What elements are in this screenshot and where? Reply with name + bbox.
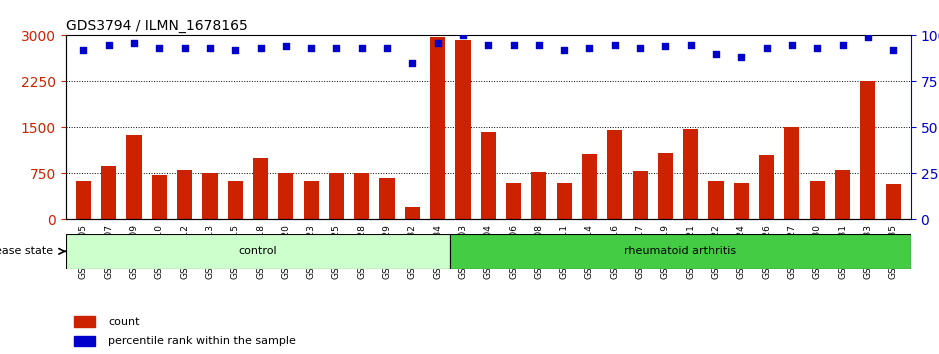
Bar: [835, 170, 850, 219]
Point: [278, 44, 293, 49]
Point: [658, 44, 673, 49]
Point: [329, 45, 344, 51]
FancyBboxPatch shape: [66, 234, 450, 269]
Text: control: control: [239, 246, 277, 256]
Text: rheumatoid arthritis: rheumatoid arthritis: [624, 246, 736, 256]
Point: [127, 40, 142, 46]
Point: [608, 42, 623, 47]
Point: [405, 60, 420, 66]
Text: count: count: [108, 317, 140, 327]
Point: [709, 51, 724, 57]
Bar: [101, 166, 116, 219]
Bar: [733, 183, 749, 219]
Bar: [203, 173, 218, 219]
Bar: [506, 183, 521, 219]
Point: [455, 33, 470, 38]
Bar: [405, 207, 420, 219]
Bar: [253, 158, 269, 219]
Bar: [379, 178, 394, 219]
Point: [784, 42, 799, 47]
Point: [253, 45, 268, 51]
Point: [152, 45, 167, 51]
Point: [885, 47, 901, 53]
Bar: [633, 171, 648, 219]
Point: [582, 45, 597, 51]
Point: [531, 42, 546, 47]
Point: [733, 55, 748, 60]
Bar: [809, 182, 824, 219]
Point: [557, 47, 572, 53]
Point: [379, 45, 394, 51]
Bar: [329, 173, 344, 219]
Bar: [759, 155, 774, 219]
Bar: [885, 184, 901, 219]
Point: [203, 45, 218, 51]
Bar: [74, 336, 96, 346]
Text: percentile rank within the sample: percentile rank within the sample: [108, 336, 296, 346]
Bar: [608, 130, 623, 219]
Bar: [354, 173, 369, 219]
Point: [506, 42, 521, 47]
Bar: [152, 175, 167, 219]
Point: [684, 42, 699, 47]
Bar: [303, 182, 318, 219]
Point: [76, 47, 91, 53]
Bar: [531, 172, 546, 219]
Bar: [557, 183, 572, 219]
Point: [303, 45, 318, 51]
Bar: [658, 153, 673, 219]
Bar: [683, 129, 699, 219]
Bar: [278, 173, 294, 219]
Point: [430, 40, 445, 46]
Text: disease state: disease state: [0, 246, 53, 256]
Point: [759, 45, 774, 51]
Bar: [177, 170, 192, 219]
Point: [633, 45, 648, 51]
Point: [354, 45, 369, 51]
Point: [228, 47, 243, 53]
Bar: [74, 316, 96, 327]
Point: [101, 42, 116, 47]
Point: [177, 45, 192, 51]
Point: [835, 42, 850, 47]
Bar: [481, 132, 496, 219]
Bar: [784, 127, 799, 219]
Bar: [76, 182, 91, 219]
Bar: [455, 40, 470, 219]
Point: [809, 45, 824, 51]
Bar: [227, 182, 243, 219]
Bar: [708, 182, 724, 219]
Bar: [127, 135, 142, 219]
Bar: [860, 81, 875, 219]
Text: GDS3794 / ILMN_1678165: GDS3794 / ILMN_1678165: [66, 19, 248, 33]
Bar: [582, 154, 597, 219]
Point: [481, 42, 496, 47]
Bar: [430, 37, 445, 219]
FancyBboxPatch shape: [450, 234, 911, 269]
Point: [860, 34, 875, 40]
